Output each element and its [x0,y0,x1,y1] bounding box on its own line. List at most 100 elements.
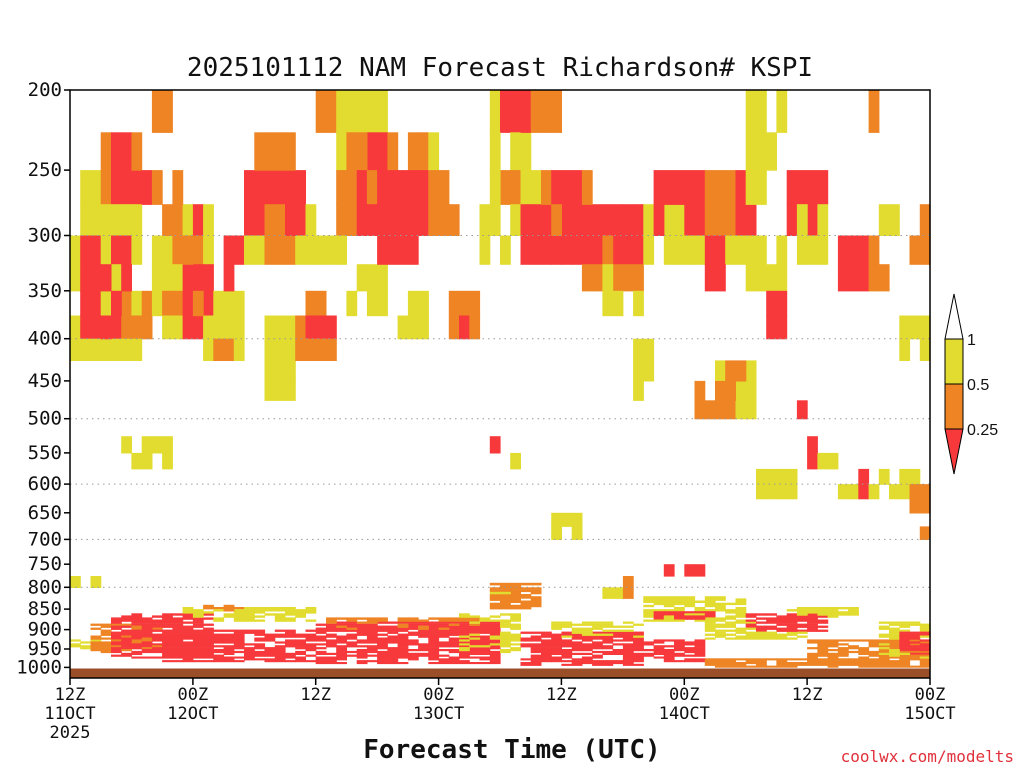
ri-cell-boundary [581,631,593,634]
ri-cell-boundary [459,652,470,655]
ri-cell-boundary [203,649,214,652]
ri-cell [725,204,736,236]
x-tick-label: 00Z [669,685,700,705]
ri-cell-boundary [663,615,675,618]
ri-cell-boundary [827,611,839,614]
ri-cell-boundary [633,652,644,655]
ri-cell-boundary [469,647,481,650]
ri-cell-boundary [295,609,306,612]
ri-cell-boundary [111,645,122,648]
ri-cell-boundary [448,649,460,652]
ri-cell-boundary [663,652,675,655]
ri-cell-boundary [479,652,491,655]
ri-cell-boundary [684,649,696,652]
ri-cell-boundary [489,662,501,665]
ri-cell-boundary [756,629,767,632]
ri-cell-boundary [459,639,470,642]
ri-cell [223,235,235,265]
ri-cell [643,235,655,265]
ri-cell [305,235,317,265]
ri-cell-boundary [274,633,286,636]
ri-cell-boundary [653,645,665,648]
ri-cell-boundary [285,635,296,638]
ri-cell-boundary [684,660,696,663]
ri-cell-boundary [827,649,839,652]
ri-cell-boundary [786,623,798,626]
ri-cell-boundary [725,662,736,665]
ri-cell-boundary [592,625,603,628]
ri-cell-boundary [817,645,829,648]
ri-cell-boundary [141,625,153,628]
ri-cell-boundary [295,647,306,650]
ri-cell-boundary [274,645,286,648]
ri-cell-boundary [653,611,665,614]
ri-cell-boundary [520,658,532,661]
ri-cell-boundary [786,619,798,622]
ri-cell [643,338,655,361]
ri-cell [684,235,696,265]
ri-cell-boundary [448,625,460,628]
ri-cell-boundary [326,627,337,630]
ri-cell-boundary [315,652,327,655]
ri-cell-boundary [479,621,491,624]
ri-cell-boundary [622,658,634,661]
ri-cell [100,338,112,361]
ri-cell-boundary [479,619,491,622]
ri-cell [111,264,122,292]
ri-cell-boundary [817,647,829,650]
ri-cell-boundary [694,649,706,652]
ri-cell [571,204,583,236]
ri-cell-boundary [807,619,818,622]
ri-cell-boundary [407,639,419,642]
ri-cell-boundary [172,656,184,659]
ri-cell-boundary [336,662,347,665]
ri-cell [796,204,808,236]
ri-cell [172,204,184,236]
ri-cell [479,235,491,265]
plot-area [69,89,931,679]
ri-cell-boundary [878,652,890,655]
ri-cell [561,235,573,265]
ri-cell [919,204,931,236]
ri-cell-boundary [827,663,839,666]
ri-cell [633,290,644,317]
ri-cell [121,315,132,340]
ri-cell-boundary [162,615,173,618]
ri-cell-boundary [192,637,204,640]
ri-cell-boundary [305,609,317,612]
ri-cell-boundary [530,645,542,648]
ri-cell-boundary [192,611,204,614]
ri-cell [541,170,552,205]
ri-cell [131,170,143,205]
ri-cell-boundary [919,647,931,650]
ri-cell-boundary [633,633,644,636]
ri-cell-boundary [530,598,542,601]
ri-cell-boundary [315,660,327,663]
ri-cell-boundary [899,639,911,642]
ri-cell [100,204,112,236]
ri-cell-boundary [663,645,675,648]
ri-cell-boundary [387,629,399,632]
ri-cell-boundary [469,662,481,665]
ri-cell-boundary [592,637,603,640]
ri-cell-boundary [469,656,481,659]
ri-cell-boundary [131,625,143,628]
ri-cell-boundary [428,656,440,659]
ri-cell-boundary [459,662,470,665]
ri-cell-boundary [551,639,562,642]
ri-cell [285,315,296,340]
ri-cell-boundary [274,641,286,644]
ri-cell-boundary [428,621,440,624]
ri-cell [233,315,245,340]
ri-cell-boundary [172,627,184,630]
ri-cell-boundary [162,654,173,657]
ri-cell-boundary [285,645,296,648]
ri-cell-boundary [807,663,818,666]
ri-cell [141,315,153,340]
ri-cell-boundary [663,611,675,614]
ri-cell-boundary [500,585,511,588]
ri-cell [315,338,327,361]
ri-cell-boundary [510,589,521,593]
ri-cell-boundary [817,660,829,663]
ri-cell-boundary [346,619,358,622]
